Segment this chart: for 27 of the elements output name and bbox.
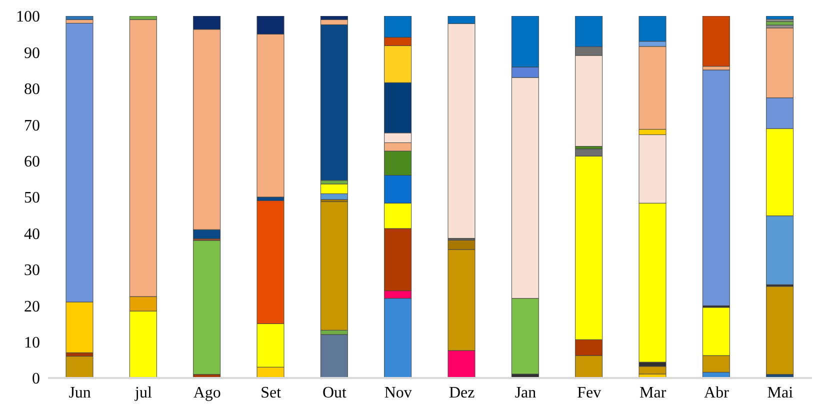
y-tick-label: 90	[24, 44, 40, 62]
bar	[193, 240, 221, 375]
y-tick-label: 50	[24, 190, 40, 207]
x-tick-label: Nov	[384, 384, 412, 402]
x-tick-label: Mar	[640, 384, 667, 402]
x-tick-label: jul	[134, 384, 152, 402]
y-tick-label: 10	[24, 334, 40, 352]
x-tick-label: Abr	[704, 384, 730, 402]
y-tick-label: 30	[24, 262, 40, 280]
x-tick-label: Jun	[68, 384, 91, 402]
x-tick-label: Ago	[193, 384, 221, 402]
x-tick-label: Jan	[514, 384, 536, 402]
x-tick-label: Dez	[448, 384, 475, 402]
bar	[638, 366, 666, 374]
x-tick-label: Fev	[577, 384, 602, 402]
y-tick-label: 0	[32, 370, 40, 388]
y-tick-label: 20	[24, 298, 40, 316]
bar	[66, 16, 94, 20]
y-tick-label: 100	[16, 8, 40, 26]
x-tick-label: Out	[322, 384, 348, 402]
y-tick-label: 40	[24, 226, 40, 243]
x-tick-label: Mai	[767, 384, 794, 402]
bar	[320, 334, 348, 378]
x-tick-label: Set	[260, 384, 282, 402]
y-tick-label: 60	[24, 153, 40, 170]
y-tick-label: 80	[24, 81, 40, 98]
y-tick-label: 70	[24, 117, 40, 134]
